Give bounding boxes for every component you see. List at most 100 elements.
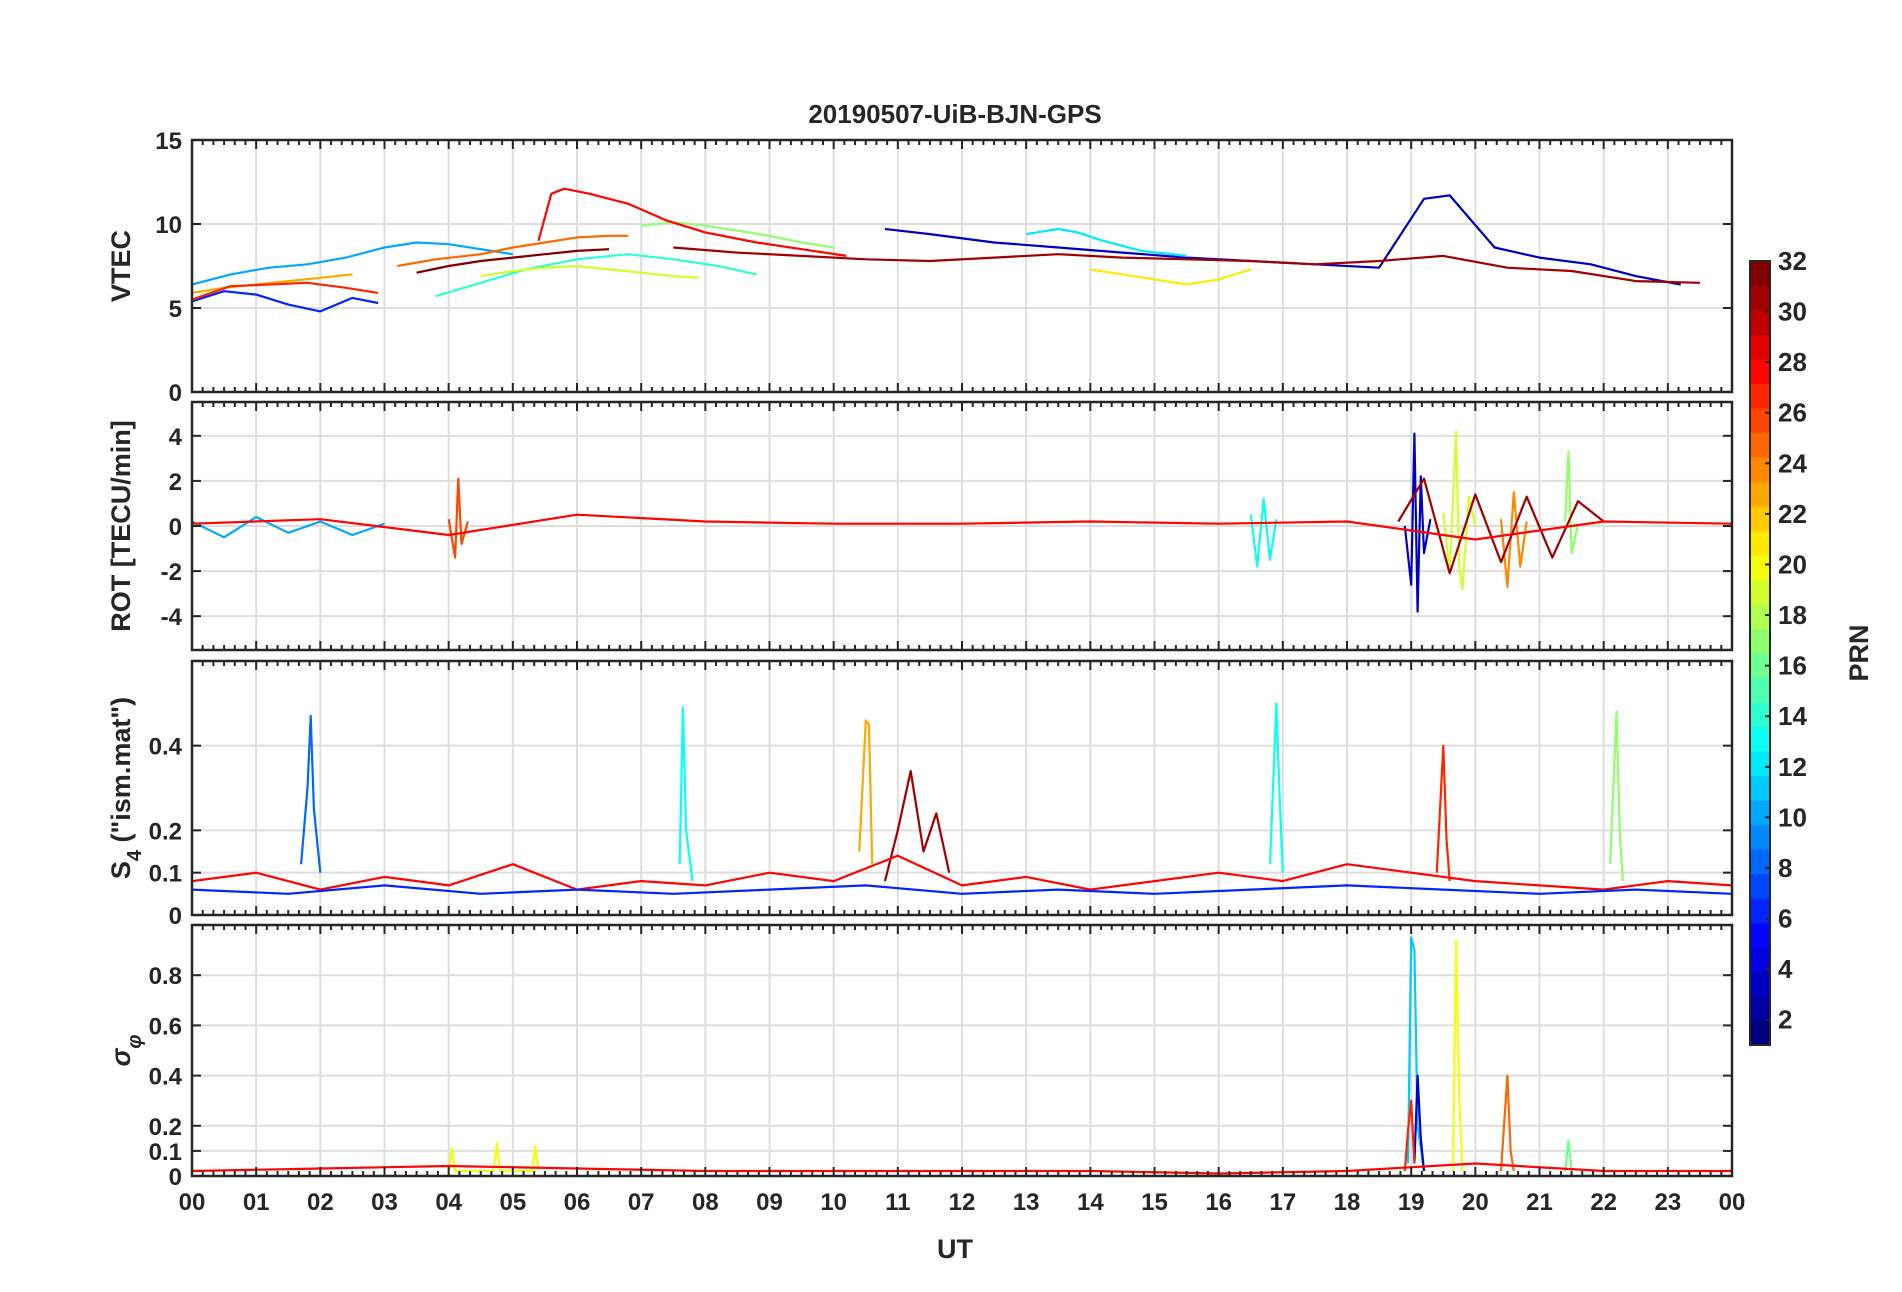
series-line-prn-19: [480, 264, 699, 279]
x-tick-label: 05: [499, 1189, 526, 1216]
series-line-prn-24: [1499, 491, 1528, 589]
colorbar-swatch: [1750, 800, 1770, 826]
colorbar-swatch: [1750, 506, 1770, 532]
colorbar-tick-label: 26: [1778, 398, 1807, 428]
series-line-prn-21: [1090, 268, 1252, 286]
series-line-prn-27: [192, 281, 379, 301]
colorbar-tick-label: 20: [1778, 549, 1807, 579]
colorbar-tick-label: 4: [1778, 954, 1793, 984]
x-tick-label: 19: [1398, 1189, 1425, 1216]
axes-frame: [190, 138, 1734, 394]
y-tick-label: 0.4: [149, 1064, 183, 1091]
colorbar-label: PRN: [1844, 624, 1874, 681]
series-line-prn-25: [1499, 1074, 1515, 1172]
colorbar-swatch: [1750, 432, 1770, 458]
x-tick-label: 04: [435, 1189, 462, 1216]
colorbar-swatch: [1750, 677, 1770, 703]
y-tick-label: 0.1: [149, 1139, 182, 1166]
series-line-prn-28: [537, 187, 847, 257]
colorbar-swatch: [1750, 530, 1770, 556]
y-tick-label: 0.2: [149, 1114, 182, 1141]
colorbar-swatch: [1750, 971, 1770, 997]
x-tick-label: 00: [1719, 1189, 1746, 1216]
y-tick-label: 10: [155, 212, 182, 239]
x-tick-label: 21: [1526, 1189, 1553, 1216]
colorbar-swatch: [1750, 726, 1770, 752]
colorbar-swatch: [1750, 604, 1770, 630]
x-tick-label: 12: [949, 1189, 976, 1216]
y-axis-label: σφ: [106, 1035, 146, 1067]
panel-sigma_phi: 00.10.2 0.4 0.6 0.8 σφ: [106, 923, 1734, 1191]
axes-frame: [190, 400, 1734, 652]
x-tick-label: 13: [1013, 1189, 1040, 1216]
x-tick-label: 20: [1462, 1189, 1489, 1216]
colorbar-swatch: [1750, 653, 1770, 679]
x-tick-label: 14: [1077, 1189, 1104, 1216]
series-line-prn-17: [1609, 710, 1624, 882]
colorbar-swatch: [1750, 261, 1770, 287]
colorbar-swatch: [1750, 285, 1770, 311]
y-axis-label: S4 ("ism.mat"): [106, 697, 146, 879]
series-group: [192, 430, 1732, 613]
y-tick-label: 0: [169, 514, 182, 541]
colorbar-swatch: [1750, 1020, 1770, 1046]
series-line-prn-20: [1451, 938, 1464, 1172]
series-group: [192, 187, 1700, 313]
colorbar-swatch: [1750, 873, 1770, 899]
series-line-prn-13: [678, 706, 694, 882]
colorbar-swatch: [1750, 996, 1770, 1022]
y-tick-label: 4: [169, 424, 183, 451]
x-tick-label: 02: [307, 1189, 334, 1216]
y-tick-label: 15: [155, 128, 182, 155]
y-tick-label: 0.1: [149, 861, 182, 888]
y-tick-label: -2: [161, 559, 182, 586]
colorbar-swatch: [1750, 408, 1770, 434]
colorbar-swatch: [1750, 359, 1770, 385]
x-tick-label: 16: [1205, 1189, 1232, 1216]
colorbar-swatch: [1750, 555, 1770, 581]
colorbar-tick-label: 10: [1778, 802, 1807, 832]
series-line-prn-27: [1403, 1099, 1416, 1172]
series-line-prn-25: [397, 234, 629, 268]
series-line-prn-14: [435, 253, 757, 298]
x-tick-label: 01: [243, 1189, 270, 1216]
x-tick-label: 09: [756, 1189, 783, 1216]
series-line-prn-8: [300, 714, 322, 873]
x-tick-label: 03: [371, 1189, 398, 1216]
series-line-prn-3: [1413, 1074, 1426, 1172]
colorbar-swatch: [1750, 579, 1770, 605]
colorbar-swatch: [1750, 383, 1770, 409]
series-line-prn-32: [416, 248, 610, 274]
series-line-prn-23: [858, 719, 874, 865]
y-tick-label: 0: [169, 1164, 182, 1191]
x-tick-label: 22: [1590, 1189, 1617, 1216]
colorbar-tick-label: 14: [1778, 701, 1807, 731]
colorbar-swatch: [1750, 628, 1770, 654]
x-tick-label: 23: [1654, 1189, 1681, 1216]
colorbar-tick-label: 22: [1778, 499, 1807, 529]
colorbar-swatch: [1750, 457, 1770, 483]
x-tick-label: 10: [820, 1189, 847, 1216]
colorbar-tick-label: 16: [1778, 651, 1807, 681]
axes-frame: [190, 923, 1734, 1178]
series-line-prn-11: [1406, 936, 1426, 1172]
series-line-prn-20: [447, 1142, 540, 1173]
x-tick-label: 17: [1269, 1189, 1296, 1216]
y-axis-label: VTEC: [106, 230, 136, 302]
y-tick-label: 2: [169, 469, 182, 496]
series-line-prn-23: [192, 273, 353, 294]
colorbar-swatch: [1750, 849, 1770, 875]
figure-title: 20190507-UiB-BJN-GPS: [808, 99, 1101, 129]
series-line-prn-17: [641, 221, 834, 249]
x-axis-label: UT: [937, 1234, 973, 1264]
series-line-prn-27: [1435, 744, 1451, 882]
series-line-prn-6: [192, 884, 1732, 895]
y-tick-label: 0: [169, 903, 182, 930]
colorbar-tick-label: 8: [1778, 853, 1792, 883]
colorbar-frame: [1749, 260, 1771, 1046]
series-line-prn-13: [1249, 497, 1278, 568]
series-line-prn-13: [1268, 702, 1284, 873]
colorbar-tick-label: 18: [1778, 600, 1807, 630]
